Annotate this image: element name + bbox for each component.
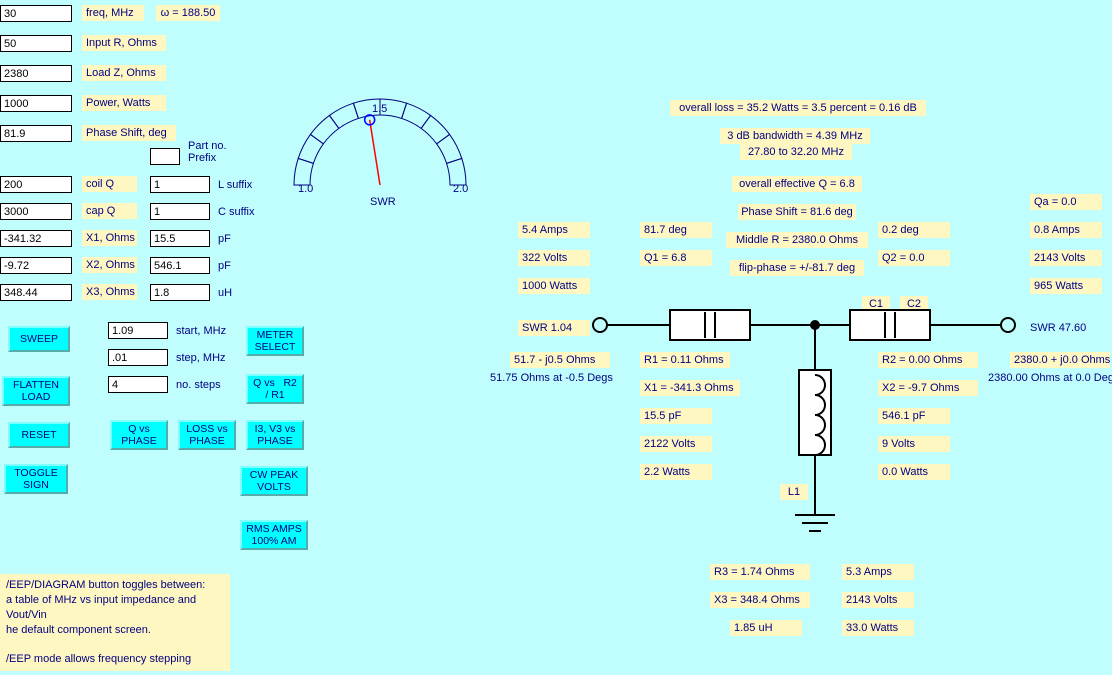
right-volts: 2143 Volts — [1030, 250, 1102, 266]
l1-uh: 1.85 uH — [730, 620, 802, 636]
i3v3-button[interactable]: I3, V3 vs PHASE — [246, 420, 304, 450]
info-phase: Phase Shift = 81.6 deg — [738, 204, 856, 220]
coilq-input[interactable] — [0, 176, 72, 193]
x1-input[interactable] — [0, 230, 72, 247]
loadz-label: Load Z, Ohms — [82, 65, 166, 81]
gauge-lo: 1.0 — [298, 183, 313, 195]
circuit-diagram — [580, 300, 1040, 560]
c1-label: pF — [218, 233, 231, 245]
qphase-button[interactable]: Q vs PHASE — [110, 420, 168, 450]
freq-label: freq, MHz — [82, 5, 144, 21]
left-watts: 1000 Watts — [518, 278, 590, 294]
right-amps: 0.8 Amps — [1030, 222, 1102, 238]
info-q: overall effective Q = 6.8 — [732, 176, 862, 192]
sweep-button[interactable]: SWEEP — [8, 326, 70, 352]
meterselect-button[interactable]: METER SELECT — [246, 326, 304, 356]
lsuffix-label: L suffix — [218, 179, 252, 191]
phase-label: Phase Shift, deg — [82, 125, 176, 141]
help-text: /EEP/DIAGRAM button toggles between: a t… — [0, 574, 230, 671]
rmsamps-button[interactable]: RMS AMPS 100% AM — [240, 520, 308, 550]
phase-input[interactable] — [0, 125, 72, 142]
x2-input[interactable] — [0, 257, 72, 274]
reset-button[interactable]: RESET — [8, 422, 70, 448]
csuffix-label: C suffix — [218, 206, 254, 218]
x3-input[interactable] — [0, 284, 72, 301]
c2-deg: 0.2 deg — [878, 222, 950, 238]
x1-label: X1, Ohms — [82, 230, 137, 246]
inputr-input[interactable] — [0, 35, 72, 52]
l1-label: uH — [218, 287, 232, 299]
x2-label: X2, Ohms — [82, 257, 137, 273]
capq-input[interactable] — [0, 203, 72, 220]
c2-input[interactable] — [150, 257, 210, 274]
power-label: Power, Watts — [82, 95, 166, 111]
c2-label: pF — [218, 260, 231, 272]
info-midR: Middle R = 2380.0 Ohms — [726, 232, 868, 248]
c1-input[interactable] — [150, 230, 210, 247]
cwpeak-button[interactable]: CW PEAK VOLTS — [240, 466, 308, 496]
partprefix-input[interactable] — [150, 148, 180, 165]
c2-q: Q2 = 0.0 — [878, 250, 950, 266]
loadz-input[interactable] — [0, 65, 72, 82]
qa: Qa = 0.0 — [1030, 194, 1102, 210]
power-input[interactable] — [0, 95, 72, 112]
inputr-label: Input R, Ohms — [82, 35, 166, 51]
capq-label: cap Q — [82, 203, 137, 219]
lossphase-button[interactable]: LOSS vs PHASE — [178, 420, 236, 450]
qr2r1-button[interactable]: Q vs R2 / R1 — [246, 374, 304, 404]
info-bw: 3 dB bandwidth = 4.39 MHz — [720, 128, 870, 144]
gauge-hi: 2.0 — [453, 183, 468, 195]
l1-watts: 33.0 Watts — [842, 620, 914, 636]
gauge-label: SWR — [370, 196, 396, 208]
l1-r3: R3 = 1.74 Ohms — [710, 564, 810, 580]
coilq-label: coil Q — [82, 176, 137, 192]
right-watts: 965 Watts — [1030, 278, 1102, 294]
gauge-mid: 1.5 — [372, 103, 387, 115]
info-loss: overall loss = 35.2 Watts = 3.5 percent … — [670, 100, 926, 116]
l1-volts: 2143 Volts — [842, 592, 914, 608]
l1-input[interactable] — [150, 284, 210, 301]
left-amps: 5.4 Amps — [518, 222, 590, 238]
c1-q: Q1 = 6.8 — [640, 250, 712, 266]
step-label: step, MHz — [176, 352, 226, 364]
freq-input[interactable] — [0, 5, 72, 22]
start-input[interactable] — [108, 322, 168, 339]
nsteps-input[interactable] — [108, 376, 168, 393]
info-range: 27.80 to 32.20 MHz — [740, 144, 852, 160]
start-label: start, MHz — [176, 325, 226, 337]
x3-label: X3, Ohms — [82, 284, 137, 300]
nsteps-label: no. steps — [176, 379, 221, 391]
l1-x3: X3 = 348.4 Ohms — [710, 592, 810, 608]
togglesign-button[interactable]: TOGGLE SIGN — [4, 464, 68, 494]
l1-amps: 5.3 Amps — [842, 564, 914, 580]
omega-label: ω = 188.50 — [156, 5, 220, 21]
flatten-button[interactable]: FLATTEN LOAD — [2, 376, 70, 406]
info-flip: flip-phase = +/-81.7 deg — [730, 260, 864, 276]
step-input[interactable] — [108, 349, 168, 366]
csuffix-input[interactable] — [150, 203, 210, 220]
lsuffix-input[interactable] — [150, 176, 210, 193]
left-volts: 322 Volts — [518, 250, 590, 266]
c1-deg: 81.7 deg — [640, 222, 712, 238]
partprefix-label: Part no. Prefix — [188, 140, 227, 164]
